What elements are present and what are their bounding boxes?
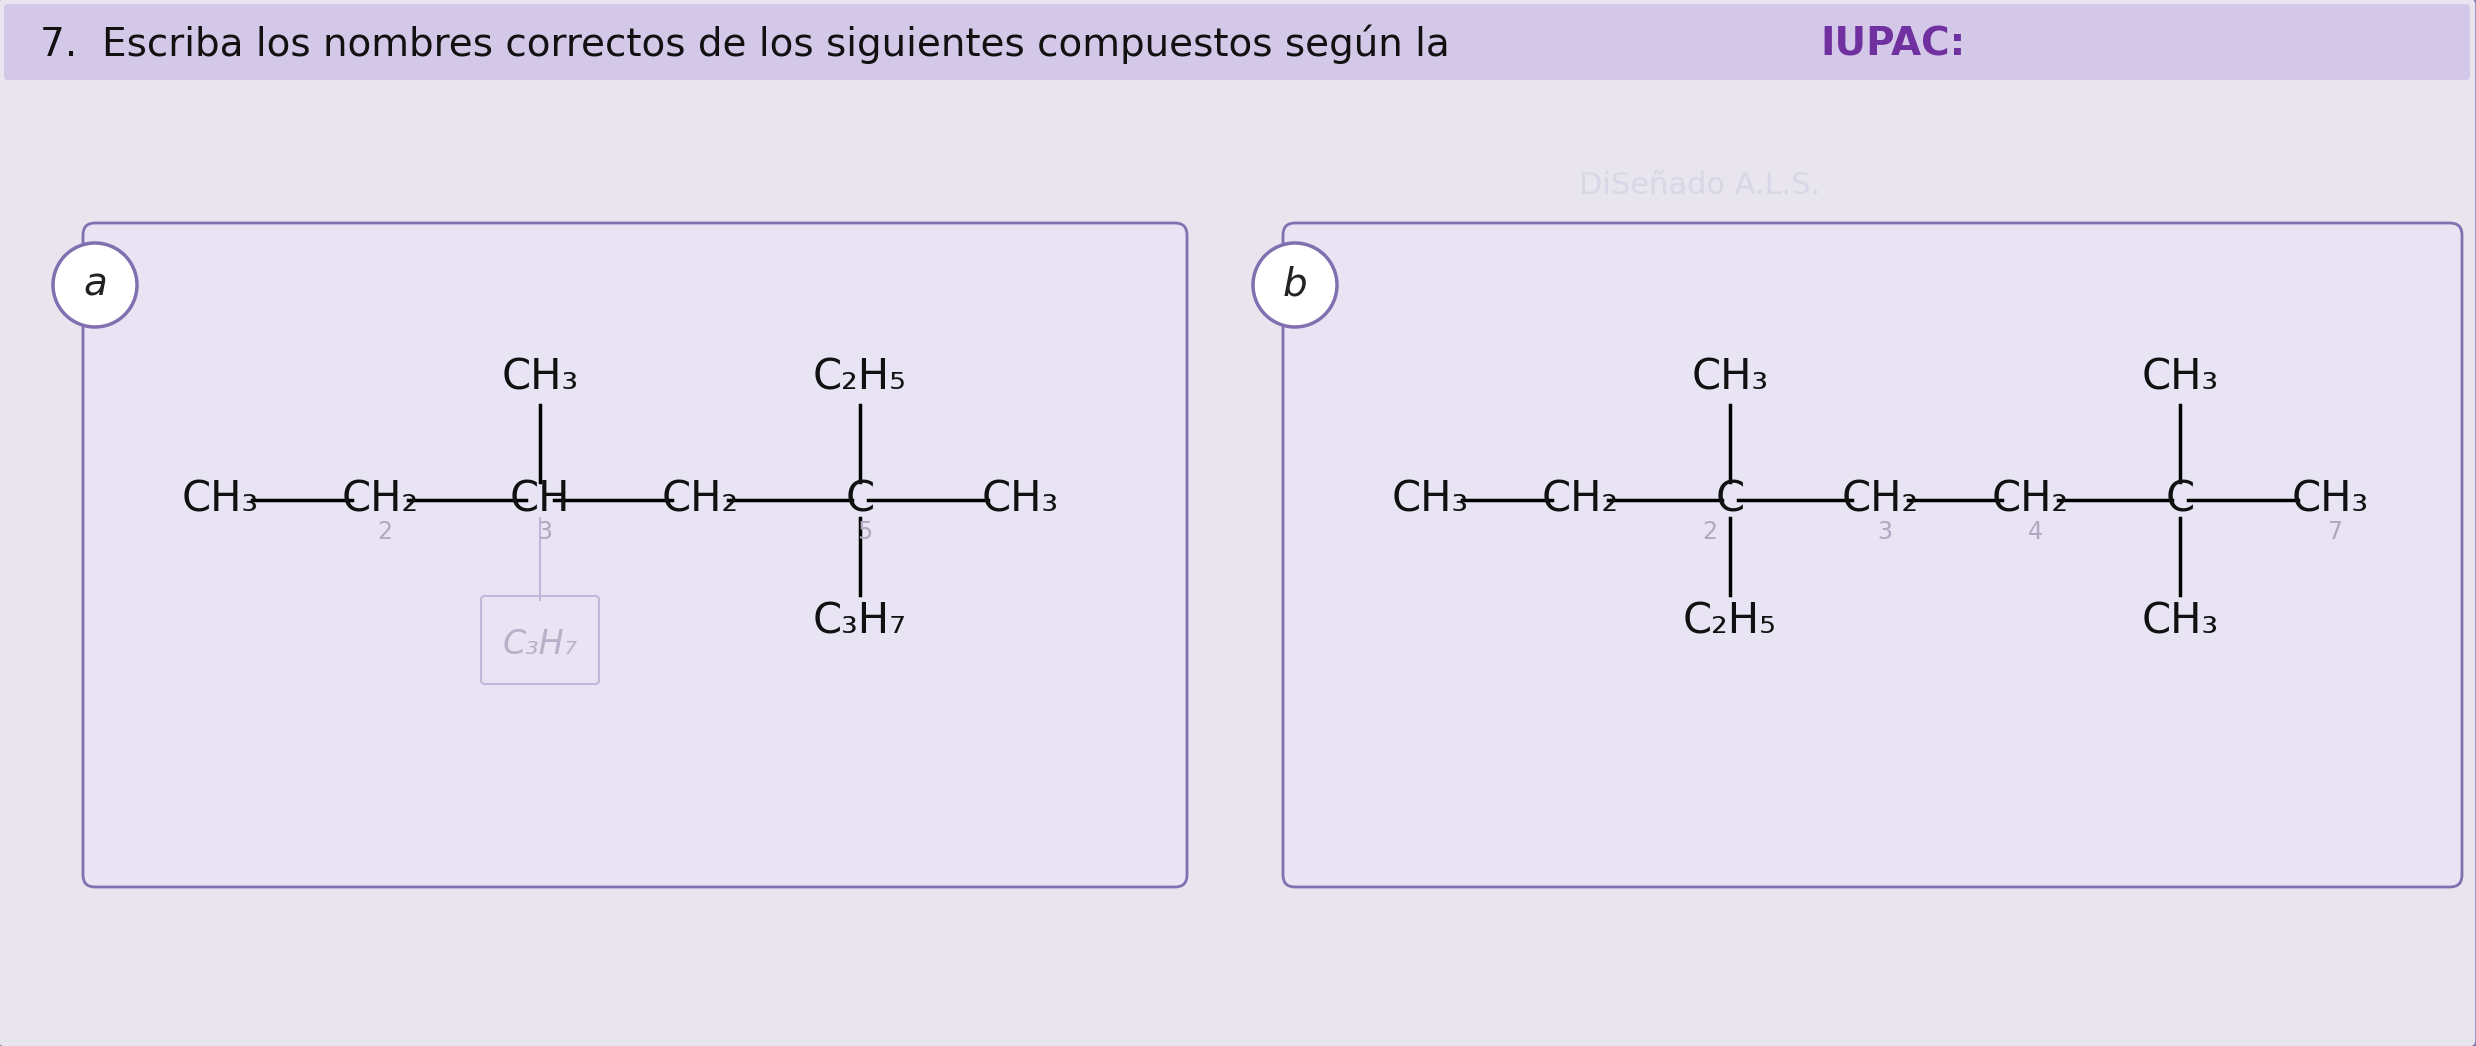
Text: C₂H₅: C₂H₅: [1684, 601, 1778, 643]
FancyBboxPatch shape: [480, 596, 599, 684]
Text: CH₂: CH₂: [1842, 479, 1919, 521]
Text: CH₂: CH₂: [1991, 479, 2067, 521]
Text: 2: 2: [376, 520, 394, 544]
Text: CH₃: CH₃: [181, 479, 258, 521]
Text: 5: 5: [857, 520, 872, 544]
Text: C₃H₇: C₃H₇: [503, 629, 577, 661]
Text: CH₃: CH₃: [2142, 601, 2218, 643]
Text: CH: CH: [510, 479, 569, 521]
FancyBboxPatch shape: [5, 4, 2471, 79]
Circle shape: [52, 243, 136, 327]
Text: C₃H₇: C₃H₇: [812, 601, 906, 643]
Text: CH₃: CH₃: [503, 357, 579, 399]
FancyBboxPatch shape: [84, 223, 1186, 887]
Text: CH₂: CH₂: [1543, 479, 1619, 521]
Text: 3: 3: [1877, 520, 1892, 544]
Text: 7: 7: [2327, 520, 2342, 544]
Text: IUPAC:: IUPAC:: [1820, 25, 1966, 63]
Text: 2: 2: [1703, 520, 1718, 544]
Text: CH₃: CH₃: [1392, 479, 1468, 521]
Circle shape: [1253, 243, 1337, 327]
Text: a: a: [84, 266, 106, 304]
Text: 3: 3: [537, 520, 552, 544]
Text: CH₃: CH₃: [980, 479, 1060, 521]
Text: CH₃: CH₃: [2142, 357, 2218, 399]
Text: CH₂: CH₂: [661, 479, 738, 521]
Text: 4: 4: [2028, 520, 2043, 544]
Text: C: C: [2166, 479, 2194, 521]
Text: C: C: [1716, 479, 1746, 521]
Text: 7.  Escriba los nombres correctos de los siguientes compuestos según la: 7. Escriba los nombres correctos de los …: [40, 24, 1463, 64]
Text: C₂H₅: C₂H₅: [812, 357, 906, 399]
FancyBboxPatch shape: [1283, 223, 2461, 887]
Text: CH₃: CH₃: [2290, 479, 2370, 521]
Text: C: C: [844, 479, 874, 521]
Text: b: b: [1283, 266, 1307, 304]
Text: CH₃: CH₃: [1691, 357, 1768, 399]
Text: CH₂: CH₂: [342, 479, 418, 521]
Text: DiSeñado A.L.S.: DiSeñado A.L.S.: [1580, 170, 1820, 200]
